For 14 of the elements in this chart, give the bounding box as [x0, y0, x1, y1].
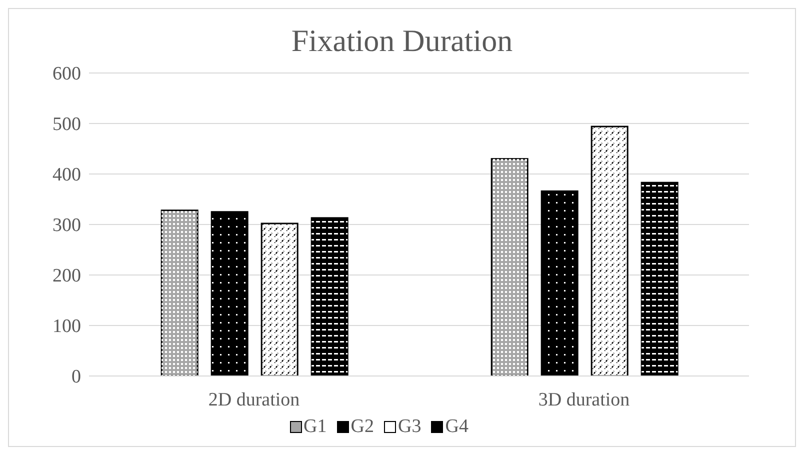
y-tick-label: 300	[52, 215, 81, 236]
legend-label: G4	[444, 416, 468, 438]
legend-label: G3	[397, 416, 422, 438]
y-tick-label: 0	[72, 366, 81, 388]
y-tick-label: 200	[52, 266, 81, 287]
legend-label: G1	[302, 416, 327, 438]
y-tick-label: 400	[52, 164, 81, 186]
y-tick-label: 100	[52, 316, 81, 338]
x-tick-label: 3D duration	[538, 389, 630, 410]
legend-label: G2	[350, 416, 374, 438]
y-tick-label: 500	[52, 114, 81, 136]
x-tick-label: 2D duration	[208, 389, 300, 410]
chart-title: Fixation Duration	[290, 23, 514, 60]
y-tick-label: 600	[52, 64, 81, 85]
